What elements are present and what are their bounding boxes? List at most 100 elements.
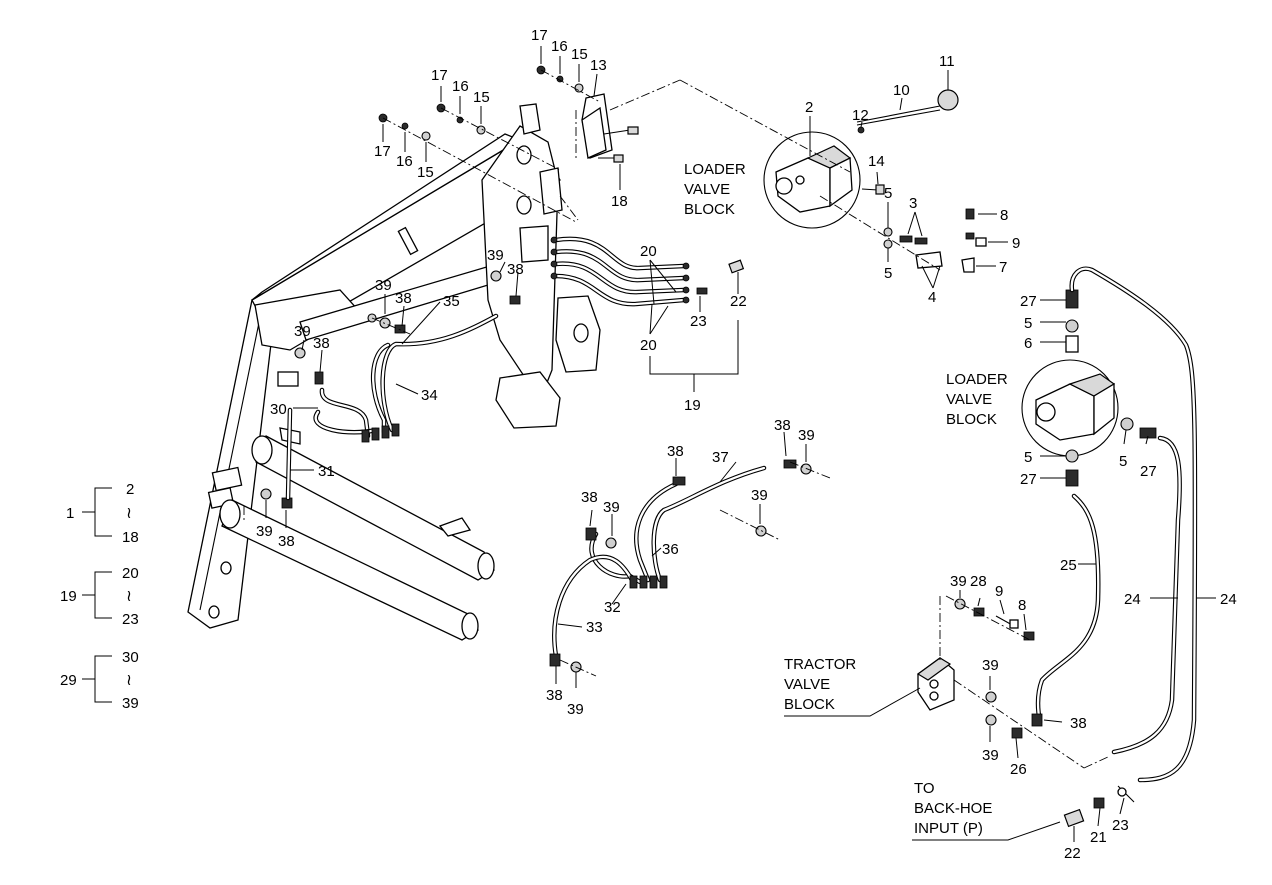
callout-18: 18 — [611, 193, 628, 210]
callout-13: 13 — [590, 57, 607, 74]
svg-text:29: 29 — [60, 672, 77, 689]
svg-text:VALVE: VALVE — [684, 181, 730, 198]
callout-33: 33 — [586, 619, 603, 636]
callout-16: 16 — [396, 153, 413, 170]
callout-2: 2 — [805, 99, 813, 116]
callout-24: 24 — [1220, 591, 1237, 608]
callout-17: 17 — [531, 27, 548, 44]
callout-16: 16 — [452, 78, 469, 95]
hose-24 — [1069, 266, 1198, 783]
callout-39: 39 — [798, 427, 815, 444]
hardware-stacks — [260, 65, 584, 509]
svg-text:TRACTOR: TRACTOR — [784, 656, 856, 673]
svg-text:≀: ≀ — [126, 505, 132, 522]
callout-39: 39 — [487, 247, 504, 264]
svg-text:BACK-HOE: BACK-HOE — [914, 800, 992, 817]
svg-text:BLOCK: BLOCK — [946, 411, 997, 428]
svg-text:LOADER: LOADER — [946, 371, 1008, 388]
svg-text:BLOCK: BLOCK — [784, 696, 835, 713]
callout-20: 20 — [640, 337, 657, 354]
callout-39: 39 — [375, 277, 392, 294]
callout-38: 38 — [1070, 715, 1087, 732]
callout-30: 30 — [270, 401, 287, 418]
callout-38: 38 — [278, 533, 295, 550]
callout-31: 31 — [318, 463, 335, 480]
svg-text:VALVE: VALVE — [946, 391, 992, 408]
callout-22: 22 — [730, 293, 747, 310]
callout-26: 26 — [1010, 761, 1027, 778]
callout-24: 24 — [1124, 591, 1141, 608]
mounting-plate-13 — [581, 93, 639, 163]
callout-23: 23 — [1112, 817, 1129, 834]
loader-valve-block-right — [1021, 289, 1157, 487]
callout-25: 25 — [1060, 557, 1077, 574]
callout-38: 38 — [395, 290, 412, 307]
label-backhoe-input: TO BACK-HOE INPUT (P) — [914, 780, 992, 837]
callout-38: 38 — [546, 687, 563, 704]
callout-39: 39 — [950, 573, 967, 590]
callout-17: 17 — [431, 67, 448, 84]
svg-text:VALVE: VALVE — [784, 676, 830, 693]
callout-5: 5 — [1024, 315, 1032, 332]
callout-12: 12 — [852, 107, 869, 124]
svg-text:20: 20 — [122, 565, 139, 582]
callout-27: 27 — [1020, 471, 1037, 488]
hose-34-35 — [313, 313, 499, 443]
svg-text:≀: ≀ — [126, 588, 132, 605]
callout-15: 15 — [473, 89, 490, 106]
callout-5: 5 — [1119, 453, 1127, 470]
tractor-valve-block — [916, 598, 1035, 739]
svg-text:23: 23 — [122, 611, 139, 628]
callout-6: 6 — [1024, 335, 1032, 352]
callout-36: 36 — [662, 541, 679, 558]
svg-text:2: 2 — [126, 481, 134, 498]
hose-25 — [1031, 493, 1101, 727]
callout-34: 34 — [421, 387, 438, 404]
svg-text:TO: TO — [914, 780, 935, 797]
svg-text:19: 19 — [60, 588, 77, 605]
svg-text:BLOCK: BLOCK — [684, 201, 735, 218]
callout-37: 37 — [712, 449, 729, 466]
loader-valve-block-top — [763, 89, 959, 229]
callout-39: 39 — [294, 323, 311, 340]
callout-32: 32 — [604, 599, 621, 616]
callout-8: 8 — [1018, 597, 1026, 614]
callout-22: 22 — [1064, 845, 1081, 862]
label-loader-valve-block-right: LOADER VALVE BLOCK — [946, 371, 1008, 428]
callout-9: 9 — [1012, 235, 1020, 252]
group-key-1: 1 2 ≀ 18 — [66, 481, 139, 546]
callout-38: 38 — [774, 417, 791, 434]
backhoe-fittings — [1063, 785, 1135, 828]
callout-15: 15 — [417, 164, 434, 181]
callout-5: 5 — [1024, 449, 1032, 466]
callout-numbers: 17 16 15 13 17 16 15 17 16 15 18 11 10 2… — [256, 27, 1237, 862]
callout-19: 19 — [684, 397, 701, 414]
group-key-19: 19 20 ≀ 23 — [60, 565, 139, 628]
svg-text:1: 1 — [66, 505, 74, 522]
callout-28: 28 — [970, 573, 987, 590]
callout-39: 39 — [256, 523, 273, 540]
callout-11: 11 — [939, 53, 955, 70]
callout-3: 3 — [909, 195, 917, 212]
callout-39: 39 — [982, 747, 999, 764]
callout-5: 5 — [884, 185, 892, 202]
callout-23: 23 — [690, 313, 707, 330]
callout-27: 27 — [1140, 463, 1157, 480]
callout-15: 15 — [571, 46, 588, 63]
callout-39: 39 — [982, 657, 999, 674]
svg-text:INPUT (P): INPUT (P) — [914, 820, 983, 837]
callout-38: 38 — [313, 335, 330, 352]
svg-text:LOADER: LOADER — [684, 161, 746, 178]
label-tractor-valve-block: TRACTOR VALVE BLOCK — [784, 656, 856, 713]
valve-fittings-3-9 — [883, 208, 987, 273]
hose-bundle-20 — [550, 236, 745, 307]
callout-39: 39 — [567, 701, 584, 718]
callout-39: 39 — [603, 499, 620, 516]
svg-text:18: 18 — [122, 529, 139, 546]
label-loader-valve-block-top: LOADER VALVE BLOCK — [684, 161, 746, 218]
callout-21: 21 — [1090, 829, 1107, 846]
callout-8: 8 — [1000, 207, 1008, 224]
callout-17: 17 — [374, 143, 391, 160]
hose-bundle-32-37 — [549, 459, 831, 677]
